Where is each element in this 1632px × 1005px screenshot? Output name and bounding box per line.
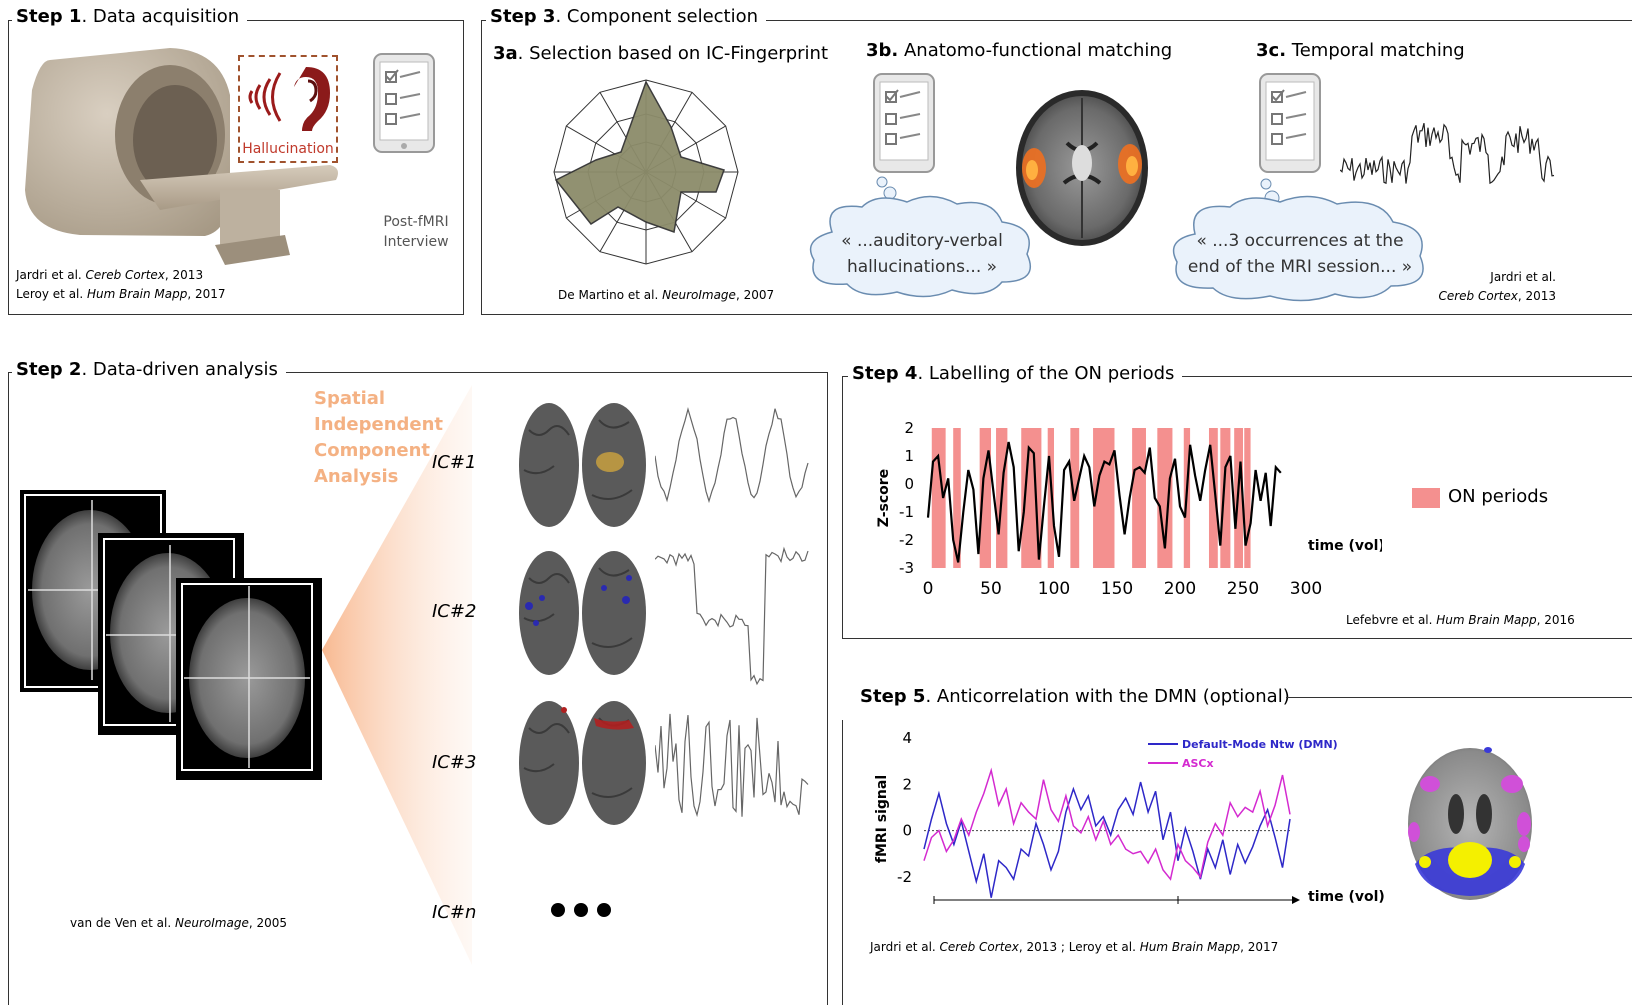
step3c-title: 3c. Temporal matching <box>1256 40 1465 61</box>
step5-title-rule <box>1286 697 1632 698</box>
step3-panel <box>481 20 1632 315</box>
step5-left-rule <box>842 720 843 1005</box>
on-period-bar <box>1021 428 1042 568</box>
y-tick-label: -1 <box>899 503 914 521</box>
ear-icon <box>248 67 330 131</box>
y-tick-label: -2 <box>899 531 914 549</box>
on-period-bar <box>1132 428 1146 568</box>
step4-panel <box>842 376 1632 639</box>
ic1-brain-render <box>519 403 646 527</box>
post-fmri-label: Post-fMRI Interview <box>374 212 458 252</box>
ica-label: Spatial Independent Component Analysis <box>314 388 444 487</box>
on-period-bar <box>1244 428 1251 568</box>
zscore-line <box>926 441 1282 563</box>
on-period-bar <box>979 428 991 568</box>
step3c-reference: Jardri et al. Cereb Cortex, 2013 <box>1438 270 1556 303</box>
legend-label: Default-Mode Ntw (DMN) <box>1182 738 1338 751</box>
fmri-brain-slices <box>28 500 318 776</box>
ic2-timecourse <box>655 546 809 686</box>
thought-bubble-3b <box>809 195 1032 298</box>
step3-title: Step 3. Component selection <box>486 6 767 27</box>
step4-reference: Lefebvre et al. Hum Brain Mapp, 2016 <box>1346 613 1575 627</box>
interview-label-line1: Post-fMRI <box>383 214 449 230</box>
step1-reference: Jardri et al. Cereb Cortex, 2013 Leroy e… <box>16 268 226 301</box>
y-tick-label: 0 <box>904 475 914 493</box>
x-tick-label: 150 <box>1101 579 1133 599</box>
series-line-ascx <box>923 767 1291 881</box>
ic-label-3: IC#3 <box>432 752 477 773</box>
step1-title: Step 1. Data acquisition <box>12 6 248 27</box>
hallucination-label: Hallucination <box>242 141 334 157</box>
x-tick-label: 100 <box>1038 579 1070 599</box>
y-tick-label: 0 <box>902 822 912 840</box>
dmn-brain-map <box>1408 747 1532 900</box>
x-tick-label: 250 <box>1227 579 1259 599</box>
on-period-bar <box>1208 428 1218 568</box>
on-period-bar <box>1157 428 1173 568</box>
zscore-chart: 2 1 0 -1 -2 -3 0 50 100 150 200 250 300 Z-score time (… <box>876 419 1382 599</box>
on-periods-legend-label: ON periods <box>1448 486 1549 507</box>
tablet-icon-3c <box>1259 73 1321 206</box>
step3a-reference: De Martino et al. NeuroImage, 2007 <box>558 288 775 302</box>
step2-reference: van de Ven et al. NeuroImage, 2005 <box>70 916 287 930</box>
ic3-brain-render <box>519 701 646 825</box>
ic3-timecourse <box>655 713 809 818</box>
legend-label: ASCx <box>1182 757 1214 770</box>
ic-label-n: IC#n <box>432 902 477 923</box>
x-tick-label: 200 <box>1164 579 1196 599</box>
on-period-bar <box>931 428 946 568</box>
on-period-bar <box>1047 428 1054 568</box>
on-period-bar <box>1220 428 1231 568</box>
ic-label-2: IC#2 <box>432 601 477 622</box>
axial-brain-slice <box>1016 90 1148 246</box>
step3a-title: 3a. Selection based on IC-Fingerprint <box>493 43 829 64</box>
y-axis-label: fMRI signal <box>874 775 890 863</box>
x-tick-label: 50 <box>980 579 1002 599</box>
x-axis-arrow <box>1292 896 1300 904</box>
temporal-time-series <box>1340 123 1555 185</box>
on-periods-legend-swatch <box>1412 488 1440 508</box>
y-axis-label: Z-score <box>876 469 892 527</box>
ic2-brain-render <box>519 551 646 675</box>
dmn-anticorrelation-chart: 4 2 0 -2 fMRI signal time (vol) Default-Mode N… <box>874 729 1385 905</box>
tablet-icon-3b <box>873 73 935 200</box>
y-tick-label: -3 <box>899 559 914 577</box>
hallucination-box: Hallucination <box>238 55 338 163</box>
interview-label-line2: Interview <box>383 234 449 250</box>
series-line-dmn <box>923 781 1291 898</box>
bubble-3c-text: « ...3 occurrences at the end of the MRI… <box>1187 231 1413 277</box>
thought-bubble-3c <box>1172 195 1424 302</box>
tablet-icon <box>373 53 435 153</box>
y-tick-label: 2 <box>902 775 912 793</box>
x-tick-label: 300 <box>1290 579 1322 599</box>
y-tick-label: 2 <box>904 419 914 437</box>
mri-scanner-image <box>25 48 338 265</box>
x-tick-label: 0 <box>923 579 934 599</box>
ica-wedge <box>322 385 472 965</box>
step2-panel <box>8 372 828 1005</box>
ellipsis-dots <box>551 903 611 917</box>
y-tick-label: 4 <box>902 729 912 747</box>
x-axis-label: time (vol) <box>1308 538 1382 554</box>
step3b-title: 3b. Anatomo-functional matching <box>866 40 1173 61</box>
fingerprint-polygon <box>554 80 725 234</box>
y-tick-label: 1 <box>904 447 914 465</box>
step5-title: Step 5. Anticorrelation with the DMN (op… <box>856 686 1298 707</box>
on-period-bar <box>953 428 961 568</box>
y-tick-label: -2 <box>897 868 912 886</box>
step4-title: Step 4. Labelling of the ON periods <box>848 363 1183 384</box>
step2-title: Step 2. Data-driven analysis <box>12 359 286 380</box>
ic-fingerprint-radar <box>553 79 739 265</box>
step5-reference: Jardri et al. Cereb Cortex, 2013 ; Leroy… <box>870 940 1279 954</box>
ic1-timecourse <box>655 406 809 504</box>
x-axis-label: time (vol) <box>1308 889 1385 905</box>
bubble-3b-text: « ...auditory-verbal hallucinations... » <box>841 231 1003 277</box>
ic-label-1: IC#1 <box>432 452 477 473</box>
